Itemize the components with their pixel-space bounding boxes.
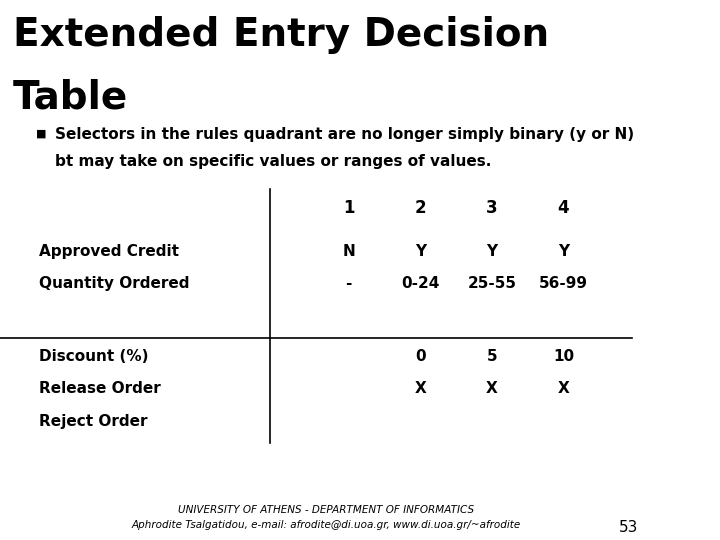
Text: Y: Y <box>415 244 426 259</box>
Text: UNIVERSITY OF ATHENS - DEPARTMENT OF INFORMATICS: UNIVERSITY OF ATHENS - DEPARTMENT OF INF… <box>178 505 474 515</box>
Text: 1: 1 <box>343 199 354 217</box>
Text: Aphrodite Tsalgatidou, e-mail: afrodite@di.uoa.gr, www.di.uoa.gr/~afrodite: Aphrodite Tsalgatidou, e-mail: afrodite@… <box>131 520 521 530</box>
Text: -: - <box>346 276 351 291</box>
Text: 56-99: 56-99 <box>539 276 588 291</box>
Text: ■: ■ <box>36 129 46 139</box>
Text: Y: Y <box>486 244 498 259</box>
Text: 4: 4 <box>558 199 570 217</box>
Text: N: N <box>342 244 355 259</box>
Text: X: X <box>414 381 426 396</box>
Text: Table: Table <box>13 78 128 116</box>
Text: 5: 5 <box>487 349 497 364</box>
Text: Quantity Ordered: Quantity Ordered <box>39 276 189 291</box>
Text: Selectors in the rules quadrant are no longer simply binary (y or N): Selectors in the rules quadrant are no l… <box>55 127 634 143</box>
Text: Discount (%): Discount (%) <box>39 349 148 364</box>
Text: 53: 53 <box>619 519 639 535</box>
Text: 2: 2 <box>415 199 426 217</box>
Text: 0-24: 0-24 <box>401 276 439 291</box>
Text: 3: 3 <box>486 199 498 217</box>
Text: Approved Credit: Approved Credit <box>39 244 179 259</box>
Text: Extended Entry Decision: Extended Entry Decision <box>13 16 549 54</box>
Text: Y: Y <box>558 244 569 259</box>
Text: bt may take on specific values or ranges of values.: bt may take on specific values or ranges… <box>55 154 492 170</box>
Text: X: X <box>557 381 570 396</box>
Text: X: X <box>486 381 498 396</box>
Text: 0: 0 <box>415 349 426 364</box>
Text: 10: 10 <box>553 349 574 364</box>
Text: Reject Order: Reject Order <box>39 414 148 429</box>
Text: 25-55: 25-55 <box>467 276 516 291</box>
Text: Release Order: Release Order <box>39 381 161 396</box>
